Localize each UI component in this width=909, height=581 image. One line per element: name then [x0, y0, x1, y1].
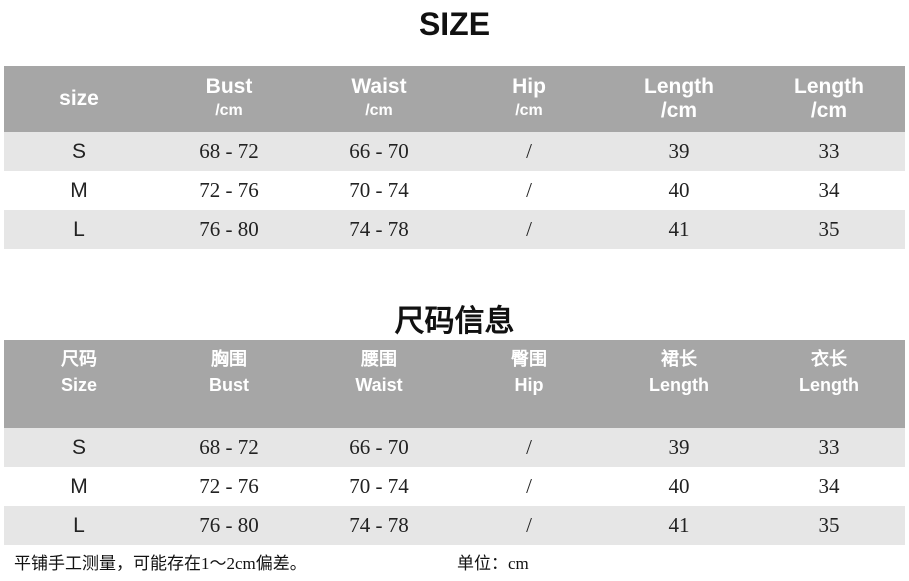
table-header: size Bust/cm Waist/cm Hip/cm Length/cm L…	[4, 66, 905, 132]
table-row: M 72 - 76 70 - 74 / 40 34	[4, 467, 905, 506]
table-cell: 35	[818, 513, 840, 537]
header-length: Length/cm	[604, 66, 754, 132]
table-cell: 33	[818, 139, 840, 163]
title-size: SIZE	[418, 6, 491, 42]
table-cell: S	[71, 139, 86, 163]
header-label: Hip	[514, 375, 544, 395]
table-cell: 70 - 74	[349, 474, 409, 498]
header-hip: Hip/cm	[454, 66, 604, 132]
table-cell: 72 - 76	[199, 178, 259, 202]
table-row: S 68 - 72 66 - 70 / 39 33	[4, 132, 905, 171]
table-cell: 39	[668, 435, 690, 459]
table-body: S 68 - 72 66 - 70 / 39 33 M 72 - 76 70 - 74 / 40 34…	[4, 428, 905, 545]
table-cell: 70 - 74	[349, 178, 409, 202]
table-header: 尺码 Size 胸围 Bust 腰围 Waist 臀围 Hip 裙长 Length 衣长 Length	[4, 340, 905, 428]
header-cell: 臀围 Hip	[454, 340, 604, 428]
header-label: Length	[794, 75, 864, 98]
header-size: size	[4, 66, 154, 132]
table-row: L 76 - 80 74 - 78 / 41 35	[4, 506, 905, 545]
table-cell: M	[70, 474, 88, 498]
table-cell: 68 - 72	[199, 139, 259, 163]
table-cell: M	[70, 178, 88, 202]
table-cell: 76 - 80	[199, 513, 259, 537]
table-cell: 40	[668, 178, 690, 202]
header-label: 胸围	[211, 349, 247, 369]
header-label: Length	[799, 375, 859, 395]
table-cell: 35	[818, 217, 840, 241]
header-cell: 衣长 Length	[754, 340, 904, 428]
header-label: Bust	[209, 375, 249, 395]
table-cell: 72 - 76	[199, 474, 259, 498]
table-cell: 41	[668, 217, 690, 241]
header-cell: 胸围 Bust	[154, 340, 304, 428]
table-body: S 68 - 72 66 - 70 / 39 33 M 72 - 76 70 - 74 / 40 34…	[4, 132, 905, 249]
title-size-cn: 尺码信息	[394, 305, 515, 338]
unit-label: 单位：cm	[457, 554, 529, 573]
header-label: 尺码	[61, 349, 97, 369]
table-cell: /	[526, 217, 532, 241]
table-cell: 33	[818, 435, 840, 459]
header-label: Length	[649, 375, 709, 395]
table-cell: /	[526, 513, 532, 537]
table-cell: L	[73, 513, 85, 537]
table-cell: /	[526, 435, 532, 459]
table-cell: 74 - 78	[349, 217, 409, 241]
size-table-en: size Bust/cm Waist/cm Hip/cm Length/cm L…	[4, 66, 905, 249]
table-cell: 40	[668, 474, 690, 498]
table-cell: 39	[668, 139, 690, 163]
table-cell: 68 - 72	[199, 435, 259, 459]
header-unit: /cm	[810, 99, 848, 122]
table-cell: /	[526, 474, 532, 498]
header-label: Hip	[512, 75, 546, 98]
header-label: Waist	[355, 375, 403, 395]
header-label: Waist	[351, 75, 407, 98]
header-label: size	[59, 87, 99, 110]
header-unit: /cm	[660, 99, 698, 122]
header-label: 衣长	[811, 349, 847, 369]
header-bust: Bust/cm	[154, 66, 304, 132]
table-row: S 68 - 72 66 - 70 / 39 33	[4, 428, 905, 467]
table-cell: 66 - 70	[349, 139, 409, 163]
header-unit: /cm	[365, 102, 393, 119]
header-unit: /cm	[215, 102, 243, 119]
header-cell: 腰围 Waist	[304, 340, 454, 428]
table-cell: /	[526, 178, 532, 202]
header-cell: 尺码 Size	[4, 340, 154, 428]
table-cell: L	[73, 217, 85, 241]
table-row: M 72 - 76 70 - 74 / 40 34	[4, 171, 905, 210]
table-cell: 76 - 80	[199, 217, 259, 241]
header-label: 臀围	[511, 349, 547, 369]
header-length-2: Length/cm	[754, 66, 904, 132]
header-label: Length	[644, 75, 714, 98]
table-row: L 76 - 80 74 - 78 / 41 35	[4, 210, 905, 249]
header-label: Size	[60, 375, 98, 395]
measurement-note: 平铺手工测量，可能存在1～2cm偏差。	[14, 554, 307, 573]
header-waist: Waist/cm	[304, 66, 454, 132]
header-label: 腰围	[361, 349, 397, 369]
header-cell: 裙长 Length	[604, 340, 754, 428]
header-label: Bust	[205, 75, 253, 98]
header-label: 裙长	[661, 349, 697, 369]
table-cell: 66 - 70	[349, 435, 409, 459]
header-unit: /cm	[515, 102, 543, 119]
table-cell: 41	[668, 513, 690, 537]
size-table-cn: 尺码 Size 胸围 Bust 腰围 Waist 臀围 Hip 裙长 Length 衣长 Length…	[4, 340, 905, 545]
table-cell: /	[526, 139, 532, 163]
table-cell: 34	[818, 178, 840, 202]
table-cell: S	[71, 435, 86, 459]
table-cell: 34	[818, 474, 840, 498]
table-cell: 74 - 78	[349, 513, 409, 537]
